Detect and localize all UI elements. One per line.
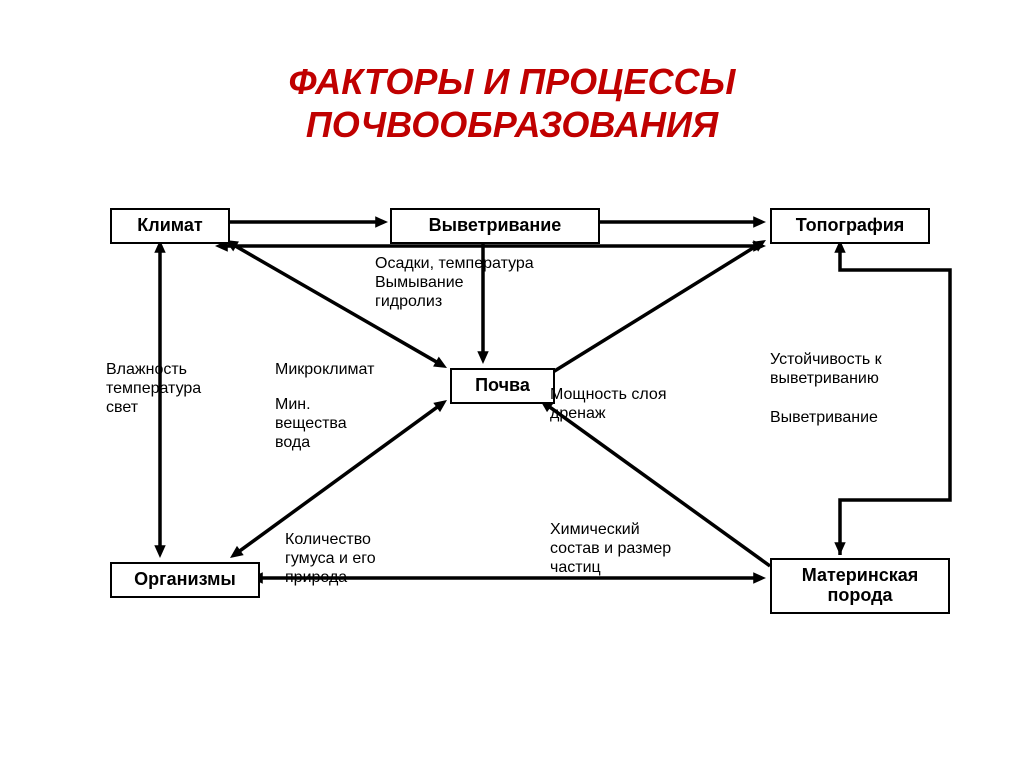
label-microclimate: Микроклимат [275, 360, 374, 379]
label-humus: Количество гумуса и его природа [285, 530, 376, 588]
label-precipitation: Осадки, температура Вымывание гидролиз [375, 254, 534, 312]
box-organisms: Организмы [110, 562, 260, 598]
box-parent-rock: Материнская порода [770, 558, 950, 614]
label-humidity: Влажность температура свет [106, 360, 201, 418]
page-title: ФАКТОРЫ И ПРОЦЕССЫ ПОЧВООБРАЗОВАНИЯ [0, 60, 1024, 146]
label-resistance: Устойчивость к выветриванию Выветривание [770, 350, 882, 427]
box-weathering: Выветривание [390, 208, 600, 244]
label-minerals: Мин. вещества вода [275, 395, 347, 453]
label-chemistry: Химический состав и размер частиц [550, 520, 671, 578]
label-thickness: Мощность слоя дренаж [550, 385, 667, 423]
box-climate: Климат [110, 208, 230, 244]
box-soil: Почва [450, 368, 555, 404]
soil-formation-diagram: Климат Выветривание Топография Почва Орг… [50, 200, 974, 630]
box-topography: Топография [770, 208, 930, 244]
